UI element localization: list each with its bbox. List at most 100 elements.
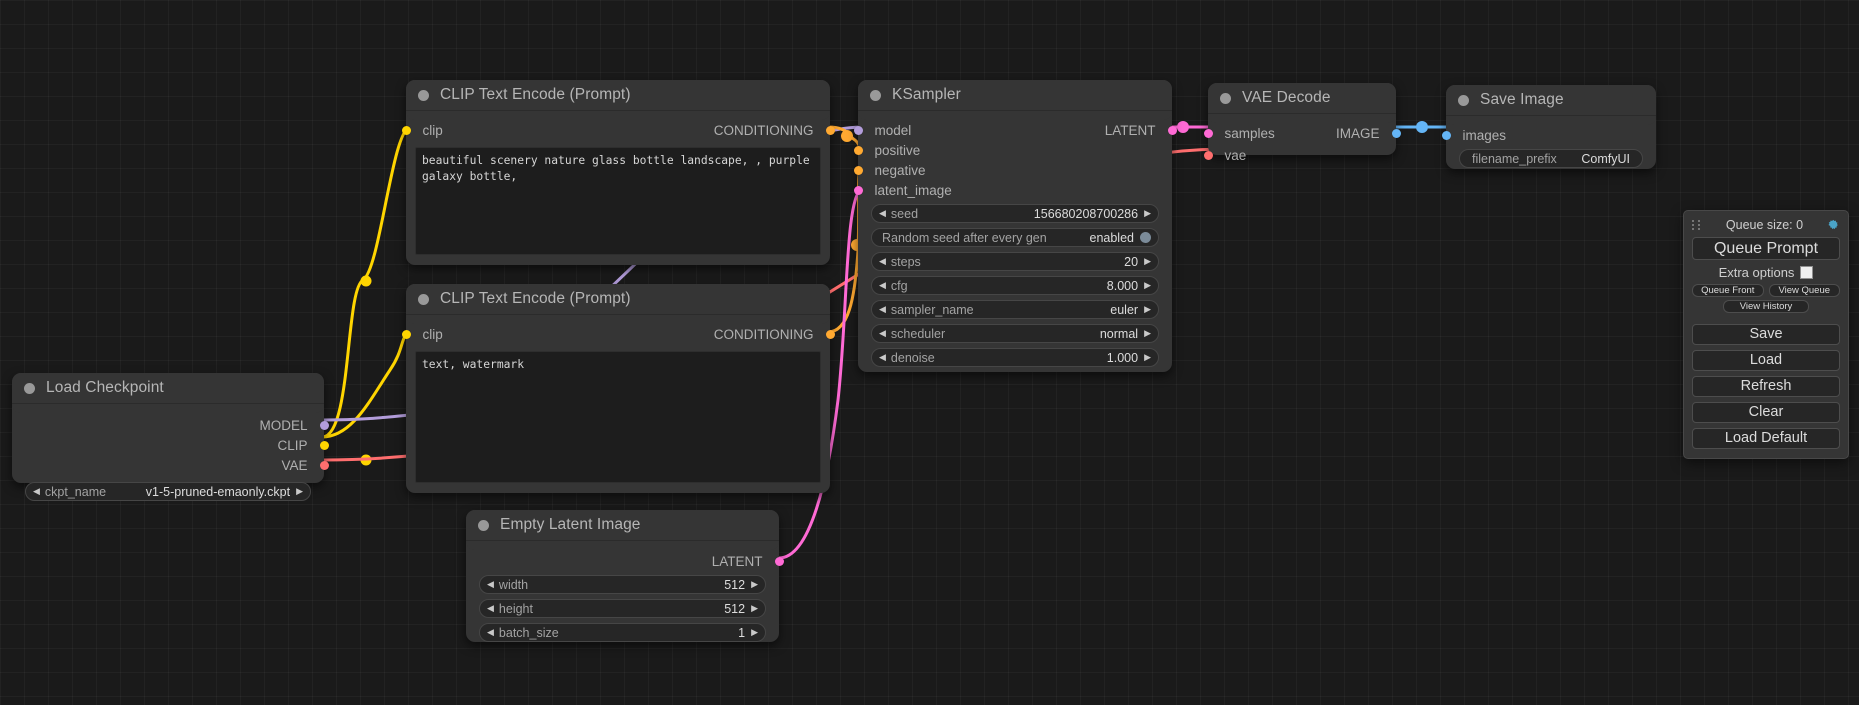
port-dot[interactable] [1203,128,1213,138]
port-dot[interactable] [1167,125,1177,135]
arrow-left-icon[interactable]: ◀ [879,304,886,314]
arrow-left-icon[interactable]: ◀ [879,280,886,290]
node-collapse-dot[interactable] [478,519,489,531]
output-port-model[interactable]: MODEL [259,417,329,433]
arrow-right-icon[interactable]: ▶ [1144,328,1151,338]
input-port-samples[interactable]: samples [1203,125,1275,141]
widget-batch-size[interactable]: ◀ batch_size 1 ▶ [479,623,766,642]
arrow-right-icon[interactable]: ▶ [1144,304,1151,314]
arrow-right-icon[interactable]: ▶ [1144,352,1151,362]
arrow-right-icon[interactable]: ▶ [751,579,758,589]
widget-steps[interactable]: ◀ steps 20 ▶ [871,252,1159,271]
node-titlebar[interactable]: Load Checkpoint [12,373,324,404]
output-port-latent[interactable]: LATENT [712,553,784,569]
load-button[interactable]: Load [1692,350,1840,371]
widget-width[interactable]: ◀ width 512 ▶ [479,575,766,594]
arrow-left-icon[interactable]: ◀ [879,256,886,266]
widget-value[interactable]: enabled [1089,230,1135,245]
widget-filename-prefix[interactable]: filename_prefix ComfyUI [1459,149,1643,168]
output-port-latent[interactable]: LATENT [1105,122,1177,138]
port-dot[interactable] [319,440,329,450]
node-titlebar[interactable]: VAE Decode [1208,83,1396,114]
output-port-conditioning[interactable]: CONDITIONING [714,326,835,342]
widget-height[interactable]: ◀ height 512 ▶ [479,599,766,618]
port-dot[interactable] [1391,128,1401,138]
input-port-clip[interactable]: clip [401,122,443,138]
arrow-left-icon[interactable]: ◀ [879,328,886,338]
port-dot[interactable] [401,125,411,135]
widget-value[interactable]: 156680208700286 [1033,206,1139,221]
widget-value[interactable]: 20 [1124,254,1139,269]
arrow-left-icon[interactable]: ◀ [879,208,886,218]
node-collapse-dot[interactable] [870,89,881,101]
extra-options-row[interactable]: Extra options [1692,264,1840,281]
port-dot[interactable] [825,329,835,339]
widget-cfg[interactable]: ◀ cfg 8.000 ▶ [871,276,1159,295]
node-titlebar[interactable]: CLIP Text Encode (Prompt) [406,284,830,315]
arrow-right-icon[interactable]: ▶ [751,627,758,637]
node-ksampler[interactable]: KSampler model positive negative latent_… [853,80,1177,372]
node-clip-text-encode-positive[interactable]: CLIP Text Encode (Prompt) clip CONDITION… [401,80,835,265]
port-dot[interactable] [853,125,863,135]
output-port-vae[interactable]: VAE [281,457,329,473]
widget-value[interactable]: ComfyUI [1581,151,1630,166]
node-titlebar[interactable]: CLIP Text Encode (Prompt) [406,80,830,111]
load-default-button[interactable]: Load Default [1692,428,1840,449]
node-save-image[interactable]: Save Image images filename_prefix ComfyU… [1441,85,1656,169]
port-dot[interactable] [319,460,329,470]
queue-prompt-button[interactable]: Queue Prompt [1692,237,1840,260]
arrow-right-icon[interactable]: ▶ [296,486,303,496]
port-dot[interactable] [853,165,863,175]
input-port-positive[interactable]: positive [853,142,920,158]
extra-options-checkbox[interactable] [1800,266,1814,279]
arrow-right-icon[interactable]: ▶ [1144,280,1151,290]
arrow-left-icon[interactable]: ◀ [487,627,494,637]
arrow-left-icon[interactable]: ◀ [879,352,886,362]
port-dot[interactable] [825,125,835,135]
node-collapse-dot[interactable] [1458,94,1469,106]
arrow-left-icon[interactable]: ◀ [487,603,494,613]
port-dot[interactable] [774,556,784,566]
node-collapse-dot[interactable] [418,89,429,101]
node-vae-decode[interactable]: VAE Decode samples vae IMAGE [1203,83,1401,163]
view-queue-button[interactable]: View Queue [1768,284,1840,297]
node-collapse-dot[interactable] [418,293,429,305]
port-dot[interactable] [319,420,329,430]
queue-front-button[interactable]: Queue Front [1692,284,1764,297]
arrow-right-icon[interactable]: ▶ [1144,208,1151,218]
output-port-image[interactable]: IMAGE [1336,125,1401,141]
widget-random-seed-toggle[interactable]: Random seed after every gen enabled [871,228,1159,247]
widget-ckpt-name[interactable]: ◀ ckpt_name v1-5-pruned-emaonly.ckpt ▶ [25,482,311,501]
node-collapse-dot[interactable] [24,382,35,394]
port-dot[interactable] [853,145,863,155]
clear-button[interactable]: Clear [1692,402,1840,423]
prompt-textarea-negative[interactable]: text, watermark [415,351,821,483]
input-port-model[interactable]: model [853,122,911,138]
drag-handle-icon[interactable] [1692,219,1702,231]
toggle-knob-icon[interactable] [1140,232,1151,243]
arrow-left-icon[interactable]: ◀ [487,579,494,589]
port-dot[interactable] [401,329,411,339]
node-collapse-dot[interactable] [1220,92,1231,104]
input-port-clip[interactable]: clip [401,326,443,342]
widget-denoise[interactable]: ◀ denoise 1.000 ▶ [871,348,1159,367]
widget-value[interactable]: normal [1099,326,1139,341]
gear-icon[interactable] [1827,219,1840,232]
view-history-button[interactable]: View History [1723,300,1809,313]
input-port-latent-image[interactable]: latent_image [853,182,952,198]
arrow-right-icon[interactable]: ▶ [751,603,758,613]
refresh-button[interactable]: Refresh [1692,376,1840,397]
port-dot[interactable] [853,185,863,195]
arrow-left-icon[interactable]: ◀ [33,486,40,496]
node-empty-latent-image[interactable]: Empty Latent Image LATENT ◀ width 512 ▶ … [466,510,784,642]
widget-sampler-name[interactable]: ◀ sampler_name euler ▶ [871,300,1159,319]
input-port-vae[interactable]: vae [1203,147,1246,163]
node-titlebar[interactable]: KSampler [858,80,1172,111]
input-port-negative[interactable]: negative [853,162,926,178]
port-dot[interactable] [1441,130,1451,140]
widget-value[interactable]: euler [1110,302,1139,317]
port-dot[interactable] [1203,150,1213,160]
widget-scheduler[interactable]: ◀ scheduler normal ▶ [871,324,1159,343]
node-clip-text-encode-negative[interactable]: CLIP Text Encode (Prompt) clip CONDITION… [401,284,835,493]
widget-value[interactable]: v1-5-pruned-emaonly.ckpt [145,484,291,499]
